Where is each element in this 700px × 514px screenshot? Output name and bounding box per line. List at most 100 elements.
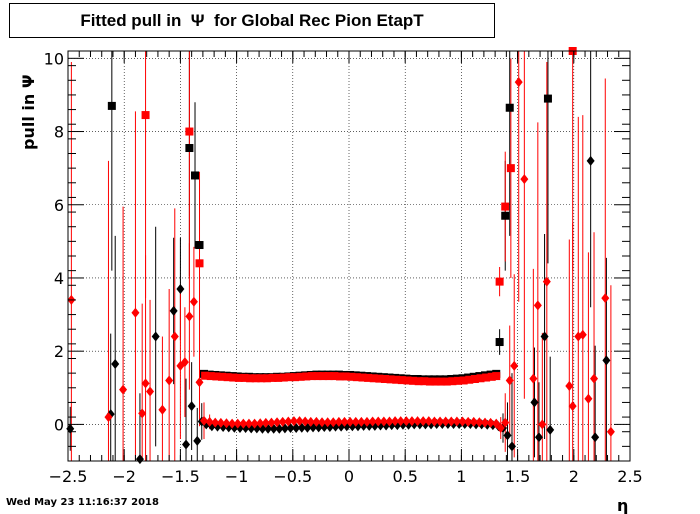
diamond-marker xyxy=(216,417,225,428)
x-tick-label: −0.5 xyxy=(273,467,312,486)
diamond-marker xyxy=(146,386,155,397)
square-marker xyxy=(185,144,194,153)
diamond-marker xyxy=(452,416,461,427)
diamond-marker xyxy=(111,358,120,369)
diamond-marker xyxy=(357,416,366,427)
diamond-marker xyxy=(534,432,543,443)
square-marker xyxy=(324,372,333,381)
diamond-marker xyxy=(165,375,174,386)
diamond-marker xyxy=(131,307,140,318)
diamond-marker xyxy=(187,401,196,412)
square-marker xyxy=(403,376,412,385)
diamond-marker xyxy=(578,329,587,340)
square-marker xyxy=(380,375,389,383)
diamond-marker xyxy=(481,417,490,428)
diamond-marker xyxy=(351,416,360,427)
diamond-marker xyxy=(306,416,315,427)
diamond-marker xyxy=(158,404,167,415)
square-marker xyxy=(319,372,328,381)
square-marker xyxy=(465,375,474,384)
square-marker xyxy=(459,376,468,385)
diamond-marker xyxy=(284,416,293,427)
square-marker xyxy=(414,377,423,386)
y-tick-label: 2 xyxy=(54,342,64,361)
square-marker xyxy=(495,277,504,286)
title-box: Fitted pull in Ψ for Global Rec Pion Eta… xyxy=(9,3,495,38)
square-marker xyxy=(268,373,277,382)
diamond-marker xyxy=(334,416,343,427)
diamond-marker xyxy=(606,426,615,437)
tick-labels: −2.5 −2 −1.5 −1 −0.5 0 0.5 1 1.5 2 2.5 0 2 4 6 8 10 xyxy=(44,49,643,486)
diamond-marker xyxy=(346,416,355,427)
square-marker xyxy=(375,374,384,383)
timestamp: Wed May 23 11:16:37 2018 xyxy=(6,497,159,508)
diamond-marker xyxy=(301,416,310,427)
diamond-marker xyxy=(530,397,539,408)
diamond-marker xyxy=(501,417,510,428)
diamond-marker xyxy=(151,331,160,342)
square-marker xyxy=(330,372,339,381)
diamond-marker xyxy=(256,418,265,429)
diamond-marker xyxy=(379,416,388,427)
square-marker xyxy=(212,372,221,381)
diamond-marker xyxy=(233,418,242,429)
square-marker xyxy=(420,377,429,386)
diamond-marker xyxy=(396,416,405,427)
diamond-marker xyxy=(542,276,551,287)
square-marker xyxy=(364,373,373,382)
data-markers xyxy=(66,47,615,465)
diamond-marker xyxy=(503,430,512,441)
square-marker xyxy=(341,372,350,381)
x-tick-label: 2 xyxy=(569,467,579,486)
diamond-marker xyxy=(538,419,547,430)
diamond-marker xyxy=(119,384,128,395)
square-marker xyxy=(431,377,440,386)
square-marker xyxy=(347,372,356,381)
square-marker xyxy=(279,373,288,382)
diamond-marker xyxy=(436,416,445,427)
square-marker xyxy=(223,373,232,382)
diamond-marker xyxy=(318,417,327,428)
chart-title: Fitted pull in Ψ for Global Rec Pion Eta… xyxy=(80,11,424,30)
diamond-marker xyxy=(458,416,467,427)
diamond-marker xyxy=(135,454,144,465)
x-tick-label: 0.5 xyxy=(392,467,417,486)
square-marker xyxy=(543,94,552,103)
square-marker xyxy=(448,377,457,386)
square-marker xyxy=(442,377,451,386)
axis-ticks xyxy=(67,50,631,462)
diamond-marker xyxy=(391,416,400,427)
x-axis-label: η xyxy=(617,496,628,514)
diamond-marker xyxy=(441,416,450,427)
square-marker xyxy=(336,372,345,381)
diamond-marker xyxy=(510,360,519,371)
diamond-marker xyxy=(228,418,237,429)
diamond-marker xyxy=(182,439,191,450)
diamond-marker xyxy=(295,416,304,427)
square-marker xyxy=(482,373,491,382)
square-marker xyxy=(506,164,515,173)
square-marker xyxy=(454,376,463,385)
square-marker xyxy=(313,372,322,381)
square-marker xyxy=(217,372,226,381)
diamond-marker xyxy=(520,174,529,185)
square-marker xyxy=(307,372,316,381)
diamond-marker xyxy=(469,416,478,427)
diamond-marker xyxy=(447,416,456,427)
diamond-marker xyxy=(505,375,514,386)
diamond-marker xyxy=(424,416,433,427)
diamond-marker xyxy=(507,441,516,452)
diamond-marker xyxy=(261,417,270,428)
diamond-marker xyxy=(273,417,282,428)
y-tick-label: 10 xyxy=(44,49,64,68)
square-marker xyxy=(107,101,116,110)
diamond-marker xyxy=(486,417,495,428)
diamond-marker xyxy=(244,418,253,429)
square-marker xyxy=(425,377,434,386)
y-axis-label: pull in Ψ xyxy=(19,75,38,150)
square-marker xyxy=(505,103,514,112)
square-marker xyxy=(369,374,378,383)
diamond-marker xyxy=(601,293,610,304)
square-marker xyxy=(476,374,485,383)
diamond-marker xyxy=(368,416,377,427)
